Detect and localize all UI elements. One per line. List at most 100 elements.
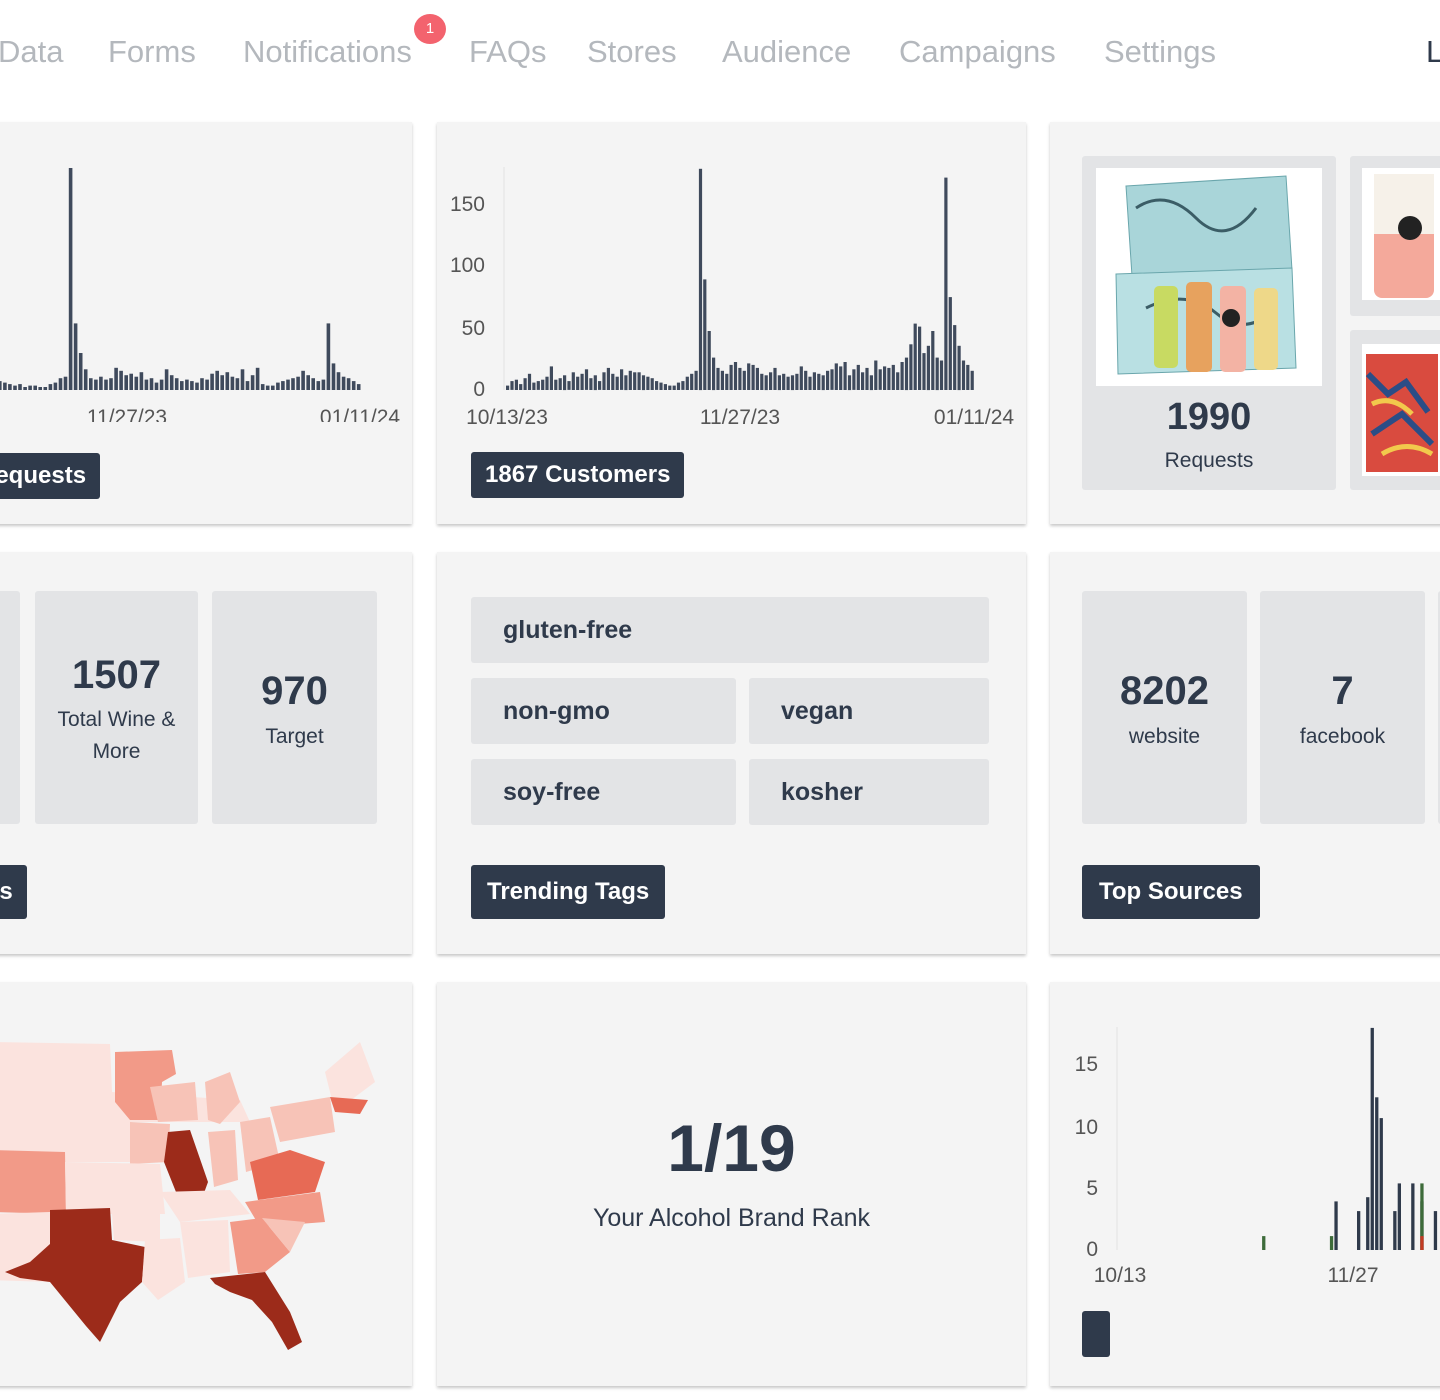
customers-bar (633, 372, 637, 390)
requests-bar (174, 378, 179, 390)
tag-vegan[interactable]: vegan (749, 678, 989, 744)
requests-bar (286, 379, 290, 390)
x-tick-label: 11/27/23 (700, 406, 780, 429)
requests-bar (260, 384, 265, 390)
requests-bar (195, 382, 199, 390)
feedback-chart-card: 0 5 10 15 10/13 11/27 (1050, 982, 1440, 1386)
product-image (1096, 168, 1322, 386)
customers-bar (834, 363, 838, 390)
customers-bar (957, 345, 961, 391)
customers-bar (729, 364, 733, 390)
customers-bar (913, 323, 917, 390)
customers-bar (847, 375, 852, 391)
tag-soy-free[interactable]: soy-free (471, 759, 736, 825)
requests-bar (210, 373, 214, 390)
customers-label: Customers (545, 461, 671, 488)
customers-bar (891, 364, 895, 390)
feedback-bar-dark (1397, 1183, 1401, 1250)
tag-kosher[interactable]: kosher (749, 759, 989, 825)
feedback-bar-green (1262, 1236, 1266, 1250)
customers-bar (751, 364, 755, 390)
requests-bar (38, 387, 42, 390)
requests-bar (43, 387, 48, 390)
requests-bar (149, 378, 154, 390)
y-tick-label: 0 (473, 378, 485, 401)
retailers-badge-label: rs (0, 878, 13, 905)
customers-bar (536, 381, 540, 390)
requests-badge: Requests (0, 453, 101, 499)
customers-bar (580, 373, 584, 390)
retailer-name: Target (265, 725, 324, 748)
requests-bar (94, 379, 98, 390)
requests-bar (225, 372, 230, 390)
customers-bar (593, 375, 597, 391)
product-tile[interactable] (1350, 330, 1440, 490)
customers-bar (909, 344, 913, 390)
nav-stores[interactable]: Stores (587, 34, 677, 69)
nav-settings[interactable]: Settings (1104, 34, 1217, 69)
feedback-bar-green (1420, 1183, 1424, 1250)
x-tick-label: 10/13/23 (466, 406, 548, 429)
y-tick-label: 50 (462, 317, 485, 340)
nav-forms[interactable]: Forms (108, 34, 196, 69)
requests-bar (265, 385, 270, 390)
tag-gluten-free[interactable]: gluten-free (471, 597, 989, 663)
customers-bar (733, 362, 738, 390)
customers-bar (830, 369, 834, 390)
customers-bar (567, 381, 571, 390)
requests-bar (230, 376, 235, 390)
state-iowa (130, 1122, 170, 1164)
retailer-tile-cut[interactable] (0, 591, 20, 824)
customers-bar (549, 366, 553, 390)
customers-chart-card: 0 50 100 150 10/13/23 11/27/23 01/11/24 … (437, 122, 1026, 524)
customers-bar (506, 385, 510, 390)
state-illinois (164, 1130, 208, 1204)
us-choropleth-map (0, 1042, 375, 1350)
requests-bar (124, 375, 128, 390)
requests-bar (326, 323, 331, 390)
product-tile[interactable]: 1990 Requests (1082, 156, 1336, 490)
requests-bar (316, 381, 321, 390)
requests-bar (200, 378, 204, 390)
nav-user-link[interactable]: L (1426, 34, 1440, 69)
requests-bar (235, 378, 240, 390)
nav-notifications[interactable]: Notifications (243, 34, 412, 69)
feedback-bar-dark (1379, 1118, 1383, 1250)
customers-bar (795, 373, 799, 390)
brand-rank-card: 1/19 Your Alcohol Brand Rank (437, 982, 1026, 1386)
nav-campaigns[interactable]: Campaigns (899, 34, 1056, 69)
customers-bar (742, 370, 746, 390)
requests-bar-chart: 11/27/23 01/11/24 (0, 168, 400, 422)
source-tile[interactable]: 7 facebook (1260, 591, 1425, 824)
retailer-tile[interactable]: 970 Target (212, 591, 377, 824)
customers-bar (558, 378, 562, 390)
customers-bar (720, 370, 724, 390)
product-image (1362, 344, 1440, 476)
customers-bar (606, 367, 610, 390)
source-tile[interactable]: 8202 website (1082, 591, 1247, 824)
top-nav: Data Forms Notifications 1 FAQs Stores A… (0, 0, 1440, 105)
customers-bar (668, 385, 672, 390)
customers-bar (527, 373, 532, 390)
requests-bar (28, 385, 32, 390)
feedback-bar-chart: 0 5 10 15 10/13 11/27 (1075, 1027, 1438, 1287)
tag-non-gmo[interactable]: non-gmo (471, 678, 736, 744)
product-tile[interactable] (1350, 156, 1440, 316)
nav-faqs[interactable]: FAQs (469, 34, 547, 69)
product-requests-card: 1990 Requests (1050, 122, 1440, 524)
customers-bar (663, 384, 667, 390)
top-sources-card: 8202 website 7 facebook Top Sources (1050, 552, 1440, 954)
nav-data[interactable]: Data (0, 34, 64, 69)
customers-bar (703, 279, 707, 390)
retailer-tile[interactable]: 1507 Total Wine & More (35, 591, 198, 824)
customers-bar (602, 372, 606, 390)
customers-bar (716, 367, 720, 390)
nav-audience[interactable]: Audience (722, 34, 852, 69)
feedback-bar-red (1420, 1236, 1424, 1250)
source-tile-cut[interactable] (1438, 591, 1440, 824)
state-kentucky (160, 1190, 250, 1222)
customers-bar (961, 360, 966, 390)
trending-tags-badge: Trending Tags (471, 865, 666, 919)
customers-bar (519, 384, 523, 390)
brand-rank-label: Your Alcohol Brand Rank (592, 1204, 871, 1232)
